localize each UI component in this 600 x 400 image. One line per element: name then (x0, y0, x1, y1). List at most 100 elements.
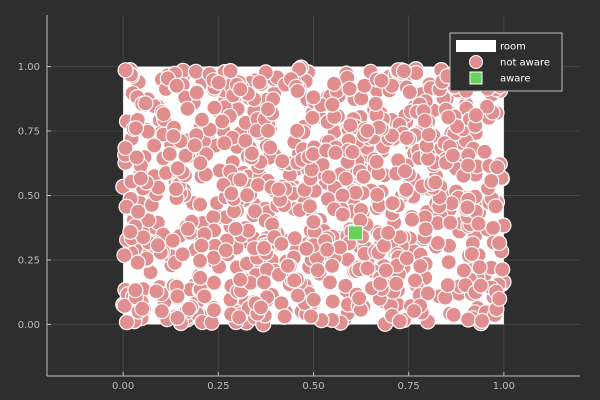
not-aware-point (324, 96, 341, 113)
not-aware-point (193, 237, 210, 254)
y-tick-label: 0.75 (18, 127, 40, 138)
not-aware-point (222, 62, 239, 80)
y-tick-label: 0.00 (18, 320, 40, 331)
not-aware-point (473, 312, 491, 329)
not-aware-point (122, 223, 139, 240)
not-aware-point (289, 287, 306, 304)
not-aware-point (259, 101, 276, 118)
not-aware-point (440, 109, 457, 126)
not-aware-point (134, 300, 151, 317)
not-aware-point (117, 139, 134, 157)
not-aware-point (476, 143, 493, 160)
not-aware-point (416, 112, 433, 129)
legend-aware-marker (469, 71, 483, 85)
not-aware-point (227, 220, 244, 237)
not-aware-point (351, 290, 368, 307)
legend: room not aware aware (449, 32, 563, 92)
x-tick-label: 0.75 (398, 381, 420, 392)
not-aware-point (286, 272, 303, 289)
not-aware-point (232, 81, 249, 98)
not-aware-point (391, 313, 408, 330)
not-aware-point (342, 117, 359, 134)
not-aware-point (210, 74, 227, 91)
not-aware-point (384, 195, 401, 212)
not-aware-point (304, 109, 321, 126)
not-aware-point (305, 89, 322, 106)
not-aware-point (252, 299, 269, 316)
not-aware-point (128, 149, 145, 166)
not-aware-point (117, 62, 134, 79)
not-aware-point (419, 285, 436, 302)
not-aware-point (231, 309, 248, 326)
not-aware-point (167, 181, 185, 198)
not-aware-point (146, 137, 163, 154)
not-aware-point (327, 144, 344, 161)
not-aware-point (193, 111, 210, 128)
not-aware-point (398, 250, 415, 267)
not-aware-point (214, 113, 231, 130)
not-aware-point (243, 145, 260, 162)
not-aware-point (367, 95, 384, 112)
not-aware-point (396, 163, 414, 180)
not-aware-point (337, 170, 354, 187)
not-aware-point (369, 186, 386, 203)
not-aware-point (274, 153, 291, 170)
not-aware-point (398, 181, 415, 198)
not-aware-point (153, 303, 170, 320)
not-aware-point (223, 185, 240, 202)
not-aware-point (179, 220, 196, 238)
not-aware-point (405, 302, 423, 320)
not-aware-point (305, 213, 322, 231)
legend-not-aware-marker (469, 55, 483, 69)
not-aware-point (301, 198, 318, 215)
not-aware-point (304, 145, 322, 163)
y-tick-label: 1.00 (18, 62, 40, 73)
not-aware-point (302, 308, 320, 325)
not-aware-point (377, 262, 394, 279)
not-aware-point (273, 235, 290, 252)
not-aware-point (334, 187, 351, 204)
not-aware-point (403, 211, 421, 228)
not-aware-point (186, 137, 203, 154)
not-aware-point (192, 196, 209, 213)
not-aware-point (165, 128, 182, 145)
not-aware-point (467, 107, 484, 124)
not-aware-point (460, 311, 477, 328)
not-aware-point (463, 245, 480, 263)
not-aware-point (325, 75, 343, 92)
not-aware-point (132, 170, 149, 187)
not-aware-point (174, 246, 191, 263)
not-aware-point (169, 288, 186, 305)
not-aware-point (116, 247, 133, 264)
not-aware-point (239, 187, 256, 204)
not-aware-point (232, 271, 249, 288)
x-tick-label: 1.00 (493, 381, 515, 392)
not-aware-point (169, 309, 186, 326)
not-aware-point (398, 129, 415, 147)
not-aware-point (216, 135, 233, 152)
not-aware-point (127, 282, 144, 299)
not-aware-point (127, 120, 144, 137)
not-aware-point (180, 300, 198, 317)
y-tick-label: 0.50 (18, 191, 40, 202)
not-aware-point (439, 277, 456, 294)
not-aware-point (483, 172, 500, 189)
not-aware-point (206, 99, 223, 116)
not-aware-point (355, 168, 372, 185)
not-aware-point (444, 147, 461, 164)
not-aware-point (445, 306, 462, 323)
not-aware-point (246, 203, 264, 220)
x-tick-label: 0.50 (302, 381, 324, 392)
not-aware-point (420, 126, 437, 143)
not-aware-point (395, 63, 412, 80)
not-aware-point (344, 143, 361, 161)
not-aware-point (489, 159, 506, 176)
not-aware-point (279, 257, 296, 274)
not-aware-point (298, 240, 315, 257)
not-aware-point (130, 203, 147, 220)
not-aware-point (494, 261, 511, 278)
not-aware-point (196, 288, 213, 305)
not-aware-point (388, 275, 405, 292)
not-aware-point (368, 153, 385, 170)
tick-labels: 0.00 0.25 0.50 0.75 1.00 0.00 0.25 0.50 0.75 1.00 (18, 62, 515, 392)
